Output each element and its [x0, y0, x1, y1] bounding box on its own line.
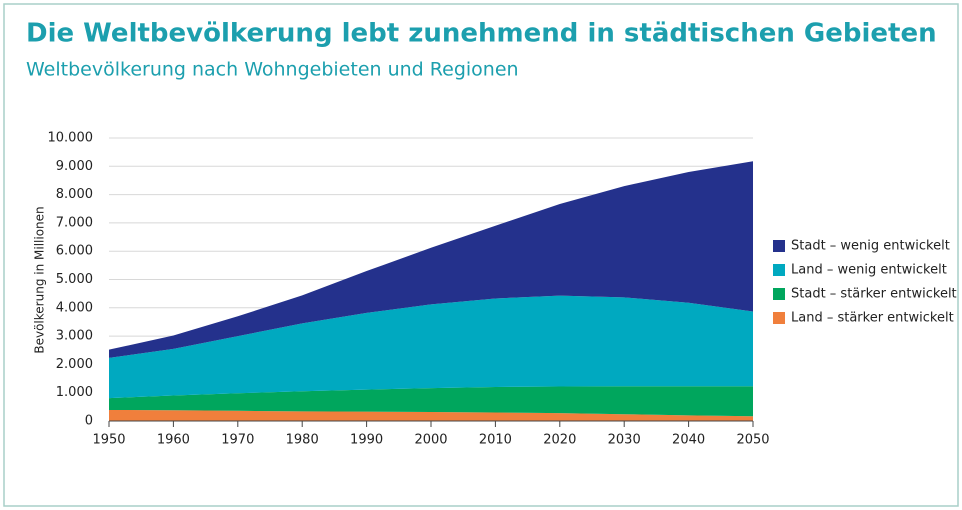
- legend-swatch: [773, 288, 785, 300]
- area: [109, 295, 753, 399]
- y-tick-label: 10.000: [48, 131, 94, 146]
- x-tick-label: 2000: [414, 433, 447, 448]
- x-tick-label: 1950: [92, 433, 125, 448]
- area: [109, 161, 753, 358]
- y-axis-label: Bevölkerung in Millionen: [33, 206, 47, 353]
- y-tick-label: 3.000: [56, 329, 93, 344]
- y-tick-label: 7.000: [56, 215, 93, 230]
- y-tick-label: 1.000: [56, 385, 93, 400]
- x-tick-label: 2030: [608, 433, 641, 448]
- y-tick-label: 4.000: [56, 300, 93, 315]
- area: [109, 386, 753, 417]
- x-tick-label: 1990: [350, 433, 383, 448]
- x-tick-label: 2040: [672, 433, 705, 448]
- y-tick-label: 8.000: [56, 187, 93, 202]
- legend-swatch: [773, 312, 785, 324]
- legend-swatch: [773, 240, 785, 252]
- y-tick-label: 2.000: [56, 357, 93, 372]
- x-tick-label: 1960: [157, 433, 190, 448]
- legend-label: Land – stärker entwickelt: [791, 311, 954, 326]
- y-tick-label: 0: [85, 414, 93, 429]
- legend-label: Stadt – stärker entwickelt: [791, 287, 957, 302]
- area: [109, 409, 753, 421]
- x-tick-label: 2010: [479, 433, 512, 448]
- x-tick-label: 2050: [736, 433, 769, 448]
- legend-swatch: [773, 264, 785, 276]
- chart-subtitle: Weltbevölkerung nach Wohngebieten und Re…: [26, 59, 519, 81]
- legend-label: Stadt – wenig entwickelt: [791, 239, 950, 254]
- legend-label: Land – wenig entwickelt: [791, 263, 947, 278]
- y-tick-label: 6.000: [56, 244, 93, 259]
- y-tick-label: 9.000: [56, 159, 93, 174]
- y-tick-label: 5.000: [56, 272, 93, 287]
- x-tick-label: 1980: [286, 433, 319, 448]
- x-tick-label: 2020: [543, 433, 576, 448]
- chart-title: Die Weltbevölkerung lebt zunehmend in st…: [26, 19, 937, 49]
- x-tick-label: 1970: [221, 433, 254, 448]
